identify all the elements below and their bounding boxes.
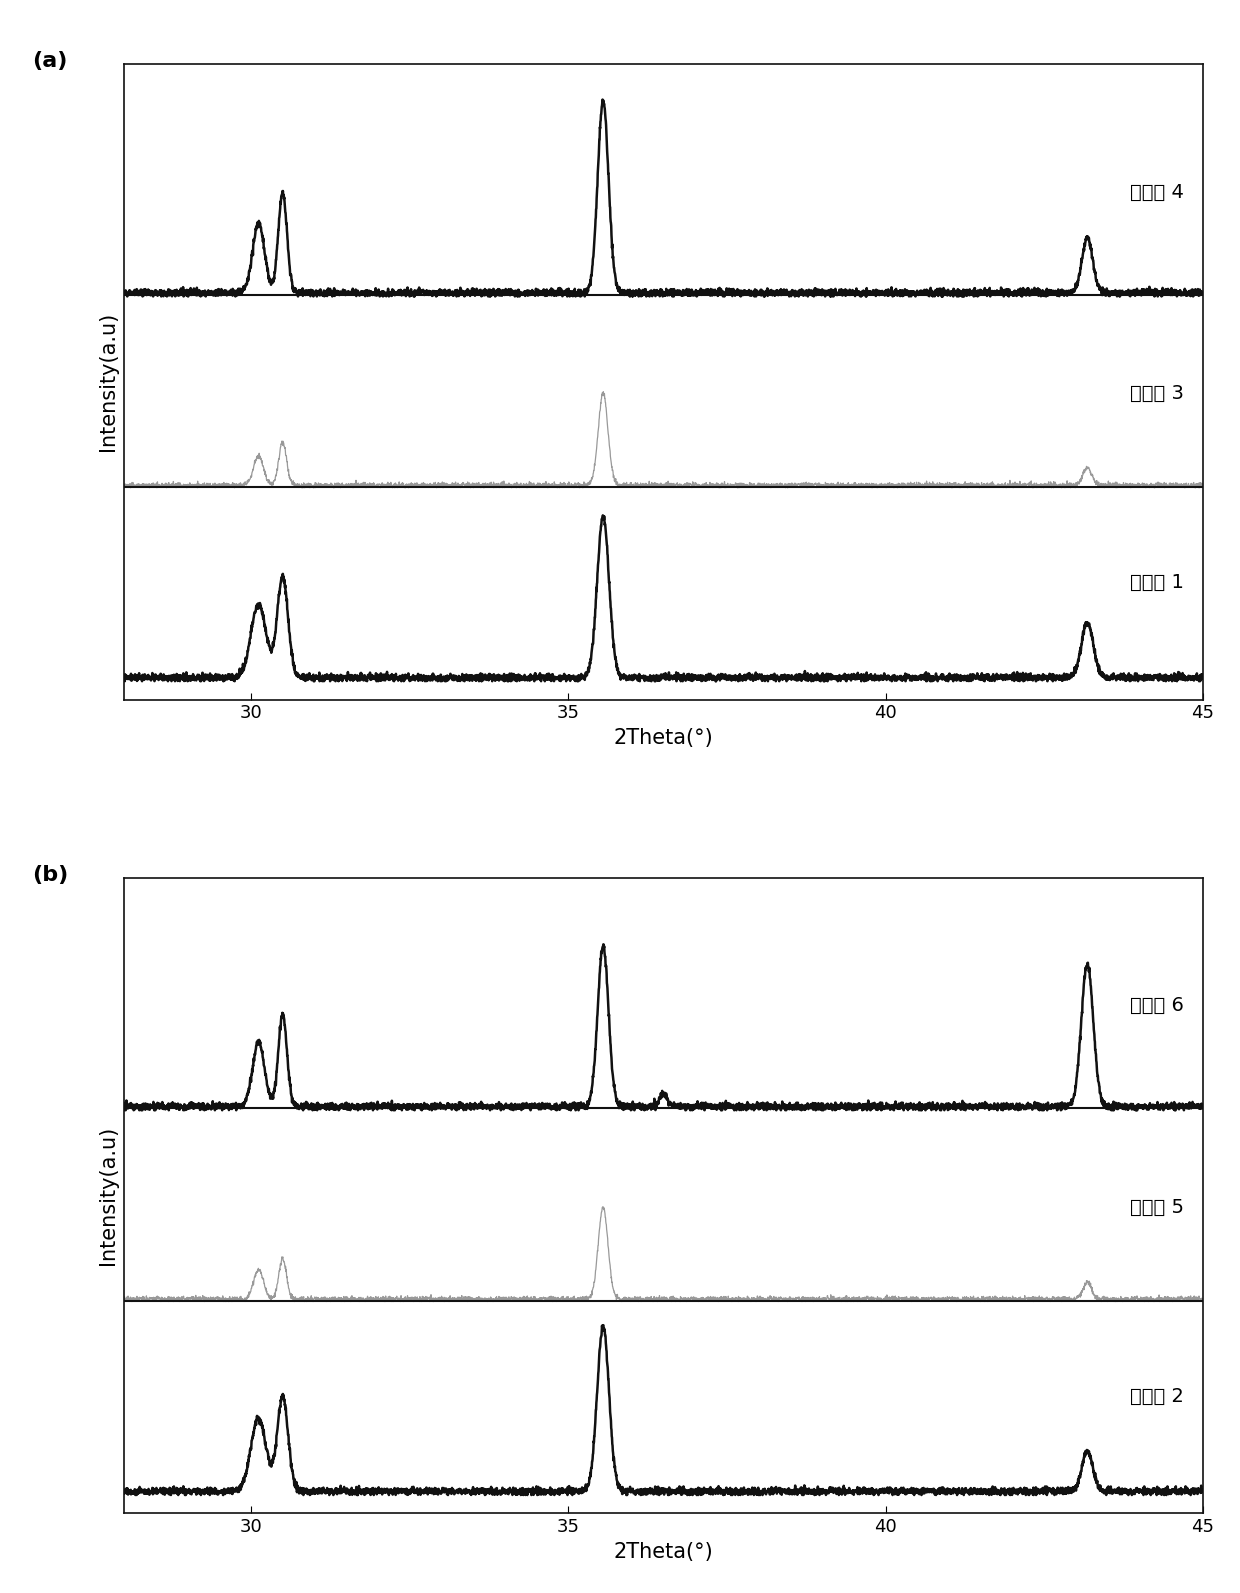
Text: 实施例 4: 实施例 4 [1130, 183, 1184, 201]
X-axis label: 2Theta(°): 2Theta(°) [614, 1542, 713, 1561]
Text: 实施例 3: 实施例 3 [1130, 384, 1184, 403]
Text: 对比例 2: 对比例 2 [1130, 1386, 1184, 1405]
Text: (a): (a) [32, 51, 68, 72]
Text: 实施例 5: 实施例 5 [1130, 1198, 1184, 1217]
Text: 对比例 1: 对比例 1 [1130, 573, 1184, 591]
Text: 实施例 6: 实施例 6 [1130, 996, 1184, 1015]
Y-axis label: Intensity(a.u): Intensity(a.u) [98, 312, 119, 451]
Text: (b): (b) [32, 865, 68, 884]
X-axis label: 2Theta(°): 2Theta(°) [614, 728, 713, 749]
Y-axis label: Intensity(a.u): Intensity(a.u) [98, 1126, 119, 1265]
